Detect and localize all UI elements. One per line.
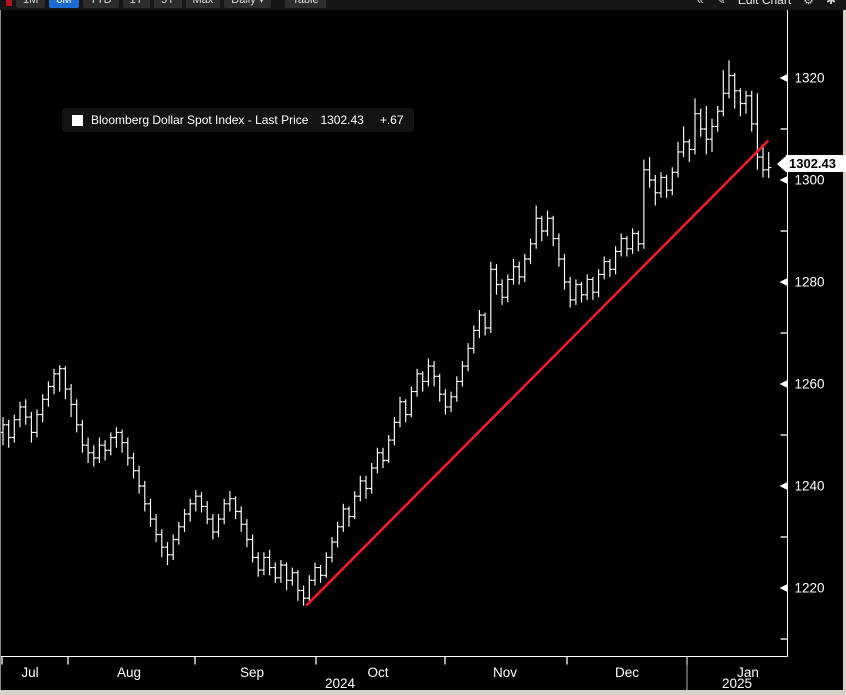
window-border-left <box>0 10 1 695</box>
chart-toolbar: 1M 6M YTD 1Y 5Y Max Daily ▾ Table « ✎ Ed… <box>0 0 846 10</box>
series-last-value: 1302.43 <box>320 113 364 127</box>
year-label: 2025 <box>722 676 752 690</box>
toolbar-left-icon[interactable] <box>6 0 12 6</box>
trend-line[interactable] <box>305 139 769 607</box>
marker-arrow-icon <box>777 155 786 172</box>
ohlc-bars <box>0 60 772 606</box>
price-axis-tick-arrow <box>779 380 788 388</box>
period-button-max[interactable]: Max <box>185 0 221 8</box>
period-button-5y[interactable]: 5Y <box>154 0 182 8</box>
window-border-right <box>843 10 846 695</box>
price-axis-label: 1280 <box>795 275 825 290</box>
legend[interactable]: Bloomberg Dollar Spot Index - Last Price… <box>62 108 414 132</box>
month-label: Jan <box>737 665 759 680</box>
options-icon[interactable]: ✱ <box>825 0 836 7</box>
gear-icon[interactable]: ⚙ <box>803 0 814 7</box>
month-label: Aug <box>117 665 141 680</box>
price-axis-label: 1260 <box>795 377 825 392</box>
price-axis-tick-arrow <box>779 584 788 592</box>
price-axis-label: 1220 <box>795 581 825 596</box>
month-label: Dec <box>615 665 639 680</box>
series-change: +.67 <box>379 113 404 127</box>
interval-dropdown[interactable]: Daily ▾ <box>224 0 272 8</box>
collapse-icon[interactable]: « <box>697 0 704 7</box>
month-label: Nov <box>493 665 517 680</box>
table-button[interactable]: Table <box>285 0 326 8</box>
last-price-marker: 1302.43 <box>777 155 846 172</box>
price-axis-tick-arrow <box>779 74 788 82</box>
pencil-icon[interactable]: ✎ <box>715 0 726 7</box>
month-label: Oct <box>367 665 388 680</box>
period-button-1y[interactable]: 1Y <box>122 0 151 8</box>
period-button-1m[interactable]: 1M <box>16 0 46 8</box>
price-axis-label: 1320 <box>795 71 825 86</box>
edit-chart-button[interactable]: Edit Chart <box>737 0 792 7</box>
window-border-bottom <box>0 690 846 695</box>
price-axis-label: 1300 <box>795 173 825 188</box>
period-button-6m[interactable]: 6M <box>49 0 79 8</box>
month-label: Jul <box>21 665 38 680</box>
price-axis-tick-arrow <box>779 278 788 286</box>
series-label: Bloomberg Dollar Spot Index - Last Price <box>91 113 309 127</box>
price-axis-tick-arrow <box>779 482 788 490</box>
price-axis-tick-arrow <box>779 176 788 184</box>
price-axis-label: 1240 <box>795 479 825 494</box>
month-label: Sep <box>240 665 264 680</box>
year-label: 2024 <box>325 676 356 690</box>
last-price-value: 1302.43 <box>786 155 846 172</box>
series-marker-icon <box>72 114 83 126</box>
period-button-ytd[interactable]: YTD <box>82 0 119 8</box>
